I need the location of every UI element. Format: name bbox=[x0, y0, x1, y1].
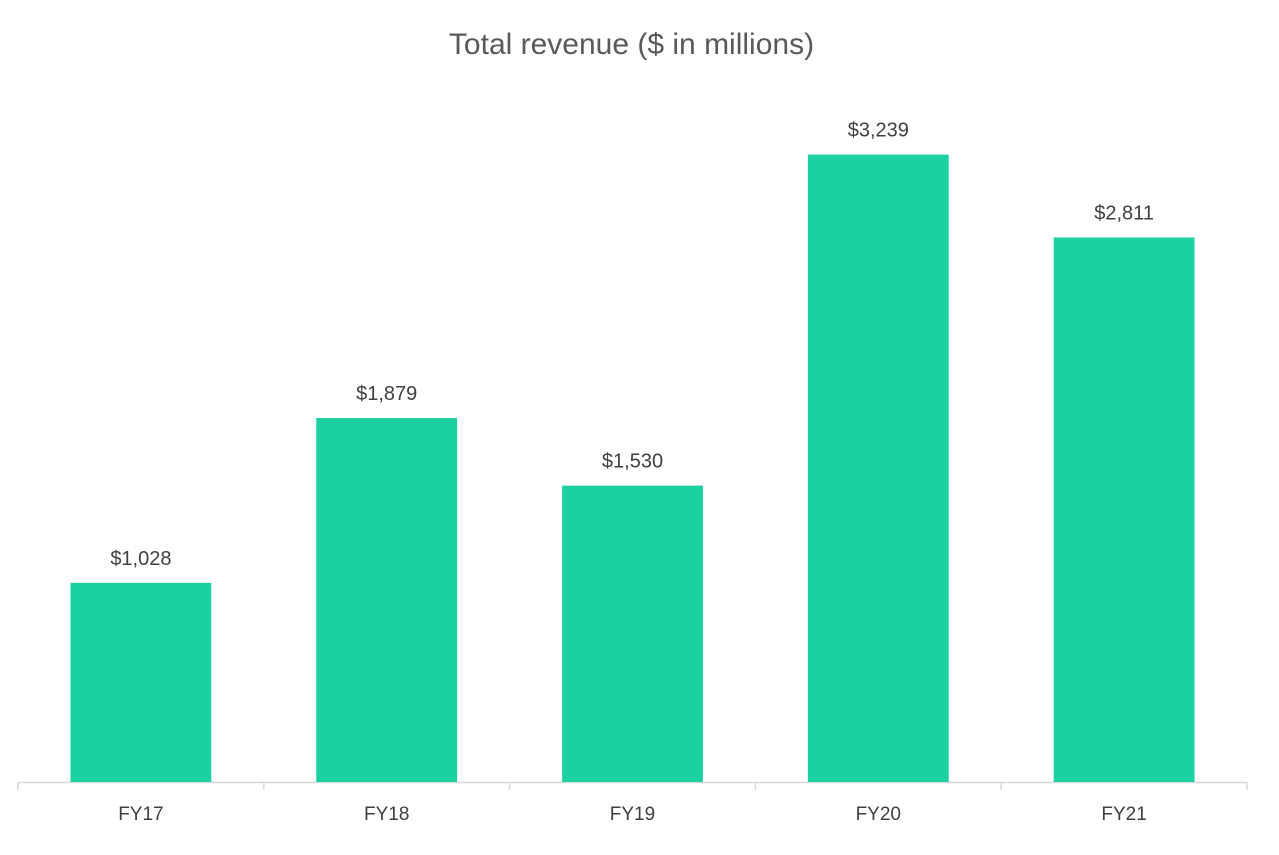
bar-fy20 bbox=[807, 154, 949, 782]
data-label-fy18: $1,879 bbox=[356, 383, 417, 405]
data-label-fy20: $3,239 bbox=[848, 120, 909, 142]
bar-fy19 bbox=[562, 485, 703, 782]
chart-title: Total revenue ($ in millions) bbox=[448, 28, 815, 61]
x-tick-label-fy19: FY19 bbox=[610, 804, 655, 825]
x-tick-label-fy21: FY21 bbox=[1101, 804, 1146, 825]
bar-fy18 bbox=[316, 418, 458, 782]
x-tick-label-fy18: FY18 bbox=[364, 804, 409, 825]
data-label-fy17: $1,028 bbox=[110, 548, 171, 570]
bar-fy21 bbox=[1053, 237, 1195, 783]
data-label-fy19: $1,530 bbox=[602, 451, 663, 473]
bar-fy17 bbox=[70, 582, 212, 782]
x-tick-label-fy17: FY17 bbox=[118, 804, 163, 825]
x-tick-label-fy20: FY20 bbox=[856, 804, 901, 825]
data-label-fy21: $2,811 bbox=[1094, 203, 1154, 225]
